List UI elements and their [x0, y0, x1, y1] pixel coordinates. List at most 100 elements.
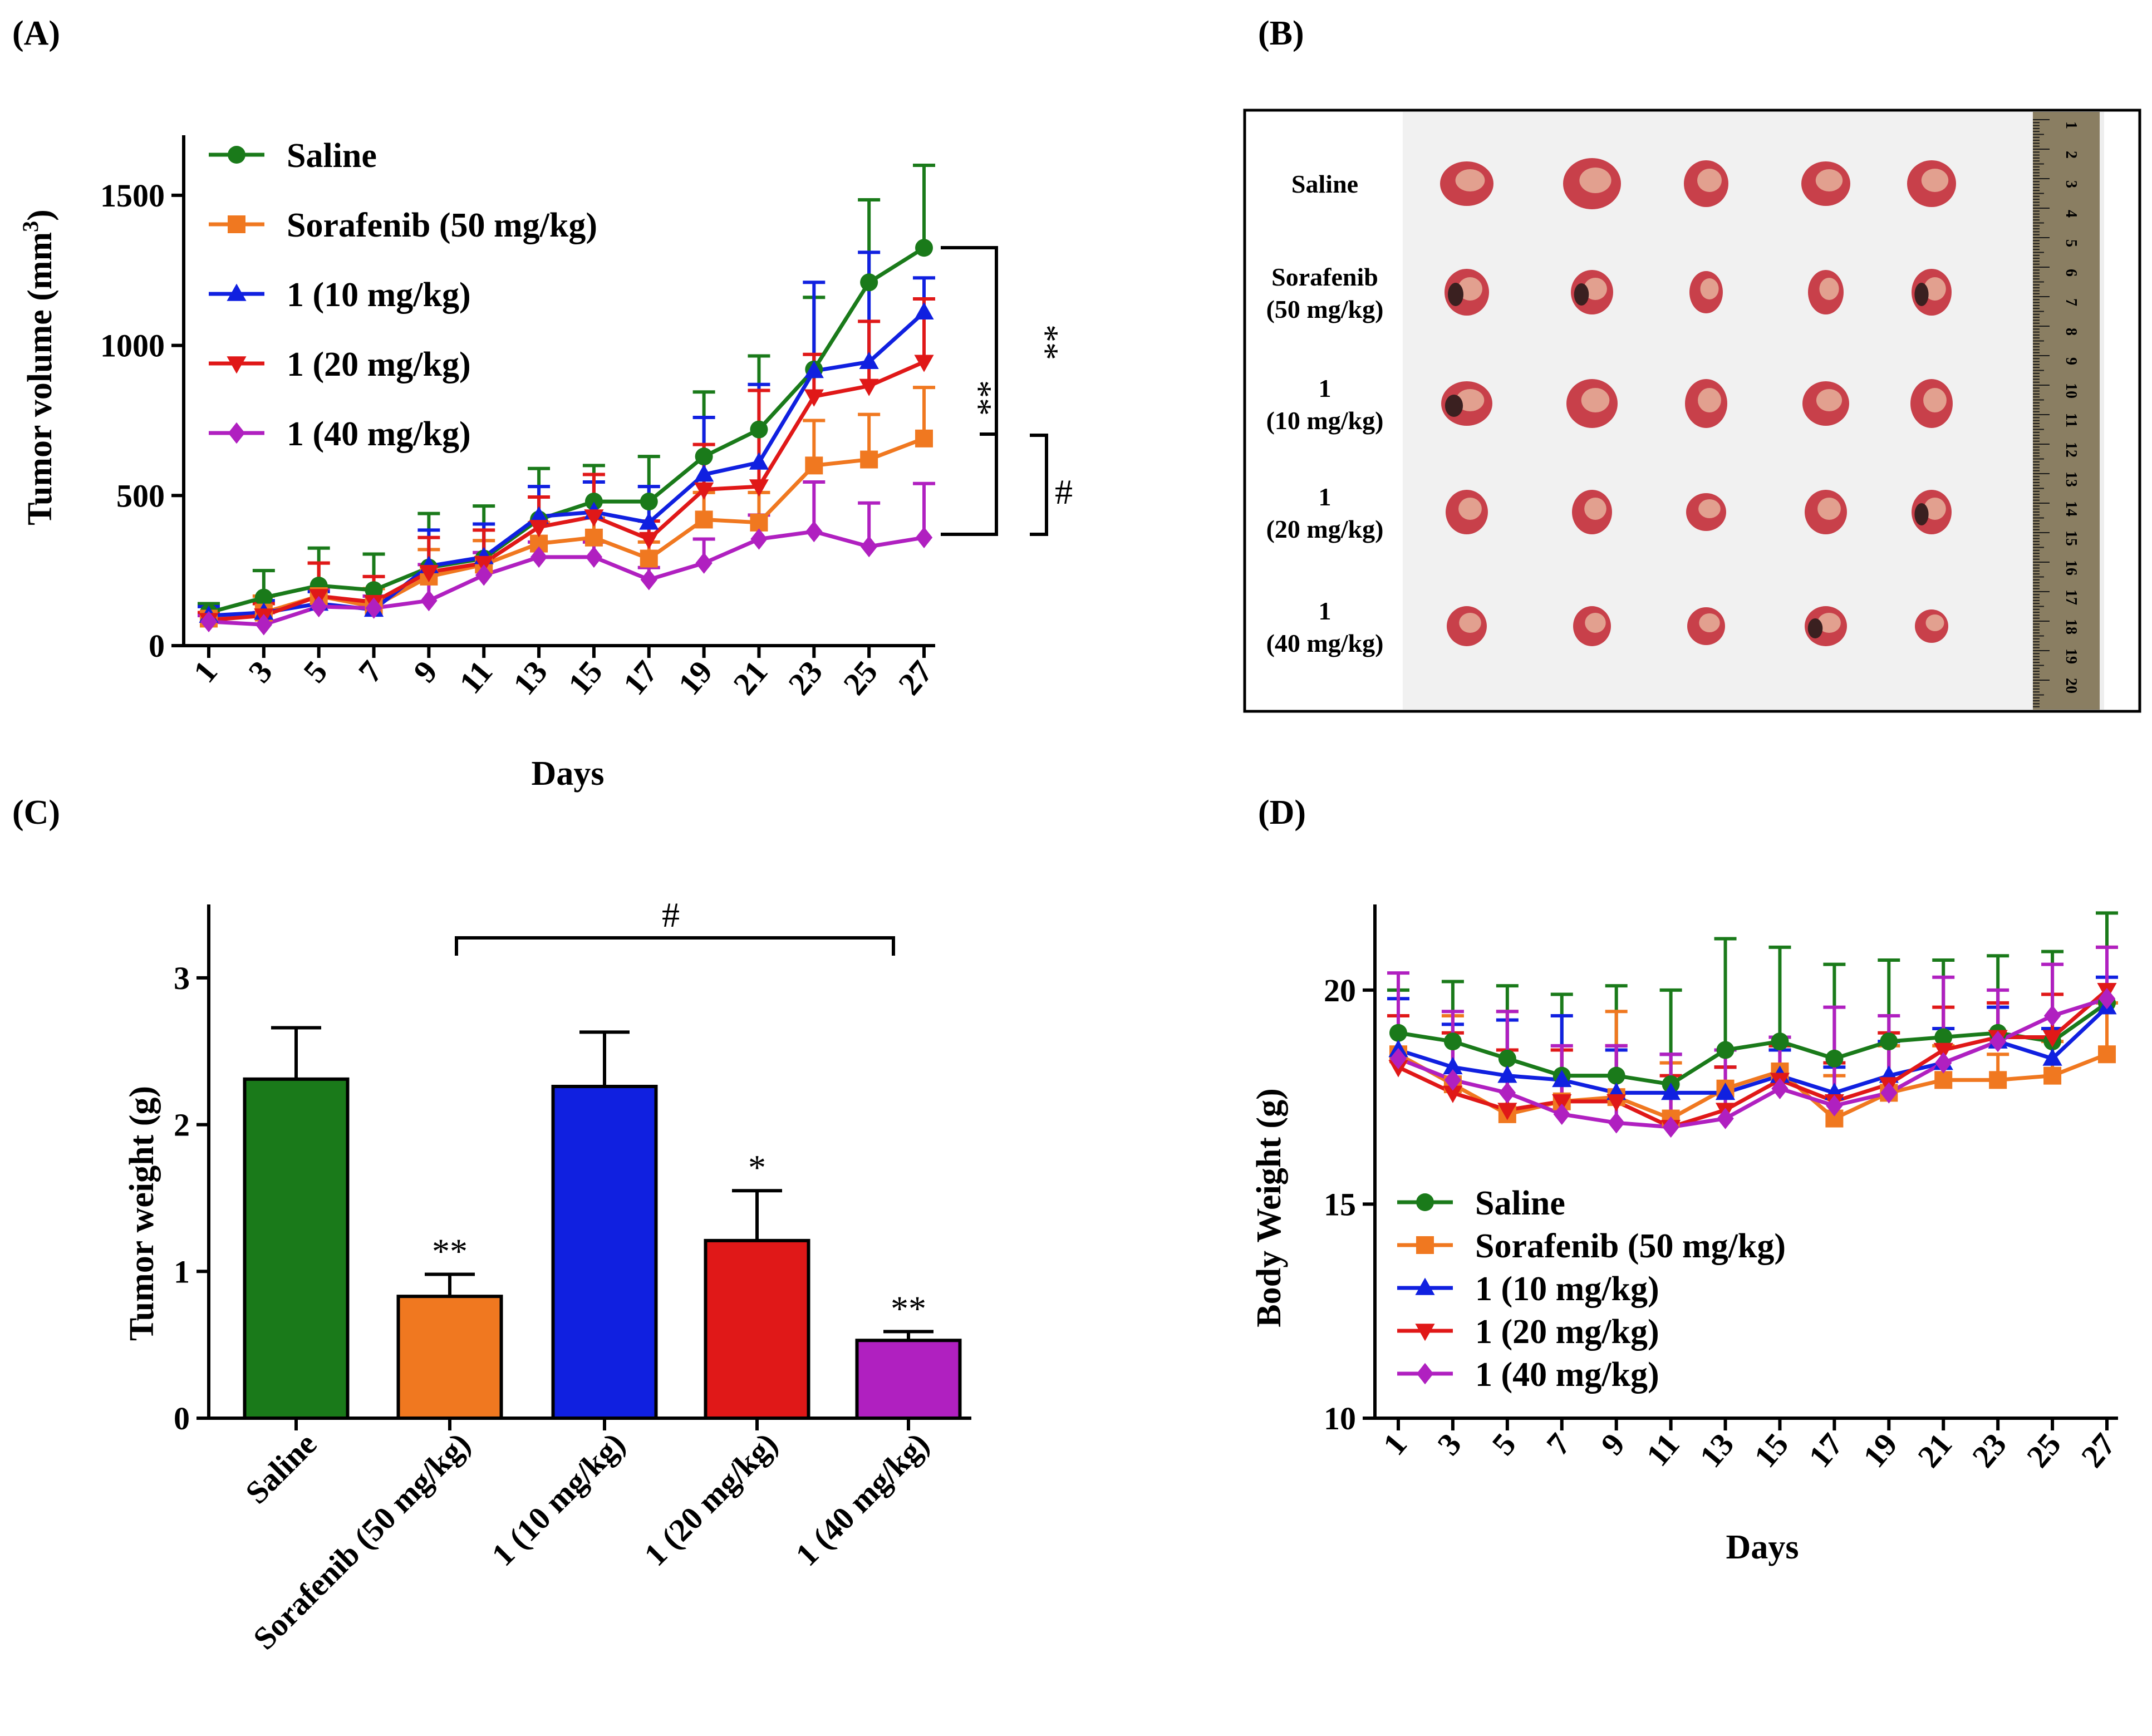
y-tick-label: 2: [174, 1107, 190, 1143]
ruler-number: 9: [2062, 357, 2080, 365]
data-point-1-40-mg-kg: [310, 596, 327, 618]
x-tick-label: 1 (10 mg/kg): [485, 1425, 632, 1573]
tumor-necrosis: [1914, 503, 1929, 525]
data-point-1-40-mg-kg: [1444, 1069, 1462, 1091]
data-point-1-40-mg-kg: [585, 546, 603, 568]
series-line-1-20-mg-kg: [208, 360, 925, 622]
legend-label-1-10-mg-kg: 1 (10 mg/kg): [287, 276, 471, 314]
row-label-line: (50 mg/kg): [1266, 295, 1384, 323]
x-tick-label: 13: [1692, 1427, 1741, 1474]
row-label-line: 1: [1319, 374, 1332, 402]
chart-a-ylabel-sup: 3: [18, 221, 43, 232]
chart-c-ylabel: Tumor weight (g): [123, 1086, 161, 1341]
ruler-number: 5: [2062, 239, 2080, 247]
ruler-number: 18: [2062, 619, 2080, 635]
data-point-1-20-mg-kg: [859, 378, 879, 396]
data-point-saline: [1716, 1041, 1735, 1059]
data-point-1-10-mg-kg: [2042, 1048, 2062, 1066]
data-point-1-40-mg-kg: [915, 527, 933, 549]
tumor-highlight: [1924, 498, 1946, 520]
tumor-highlight: [1924, 277, 1946, 301]
data-point-1-10-mg-kg: [804, 361, 824, 378]
x-tick-label: 9: [406, 654, 444, 690]
data-point-1-40-mg-kg: [805, 520, 823, 543]
chart-a-xlabel: Days: [532, 755, 605, 793]
row-label-line: (20 mg/kg): [1266, 515, 1384, 543]
data-point-1-40-mg-kg: [1717, 1108, 1734, 1129]
data-point-sorafenib-50-mg-kg: [860, 450, 878, 469]
ruler-number: 4: [2062, 210, 2080, 218]
data-point-1-40-mg-kg: [200, 611, 218, 633]
chart-d-xlabel: Days: [1726, 1528, 1799, 1566]
x-tick-label: 3: [241, 654, 279, 690]
data-point-sorafenib-50-mg-kg: [1934, 1071, 1953, 1089]
ruler-number: 3: [2062, 180, 2080, 188]
data-point-saline: [584, 493, 603, 511]
sig-label-c: #: [1055, 472, 1073, 512]
data-point-1-10-mg-kg: [694, 464, 714, 482]
row-label-line: Sorafenib: [1271, 263, 1378, 291]
tumor-highlight: [1923, 388, 1947, 412]
data-point-1-40-mg-kg: [530, 546, 548, 568]
legend-marker-saline: [1416, 1193, 1434, 1211]
ruler-number: 8: [2062, 328, 2080, 336]
data-point-1-40-mg-kg: [1553, 1103, 1570, 1125]
legend-label-1-20-mg-kg: 1 (20 mg/kg): [287, 346, 471, 383]
data-point-1-40-mg-kg: [1989, 1030, 2007, 1053]
tumor-highlight: [1817, 498, 1841, 520]
data-point-1-10-mg-kg: [529, 506, 549, 524]
ruler-number: 2: [2062, 151, 2080, 159]
x-tick-label: 1 (20 mg/kg): [637, 1425, 785, 1573]
data-point-saline: [1389, 1024, 1407, 1042]
x-tick-label: 17: [616, 654, 665, 702]
series-line-sorafenib-50-mg-kg: [1397, 1052, 2108, 1121]
row-label-line: (10 mg/kg): [1266, 406, 1384, 435]
legend-marker-1-10-mg-kg: [1415, 1277, 1435, 1295]
x-tick-label: Saline: [238, 1425, 323, 1511]
ruler-number: 20: [2062, 678, 2080, 694]
data-point-1-20-mg-kg: [1443, 1085, 1463, 1103]
chart-a-ylabel-main: Tumor volume (mm: [21, 232, 59, 525]
data-point-1-40-mg-kg: [640, 569, 657, 591]
data-point-sorafenib-50-mg-kg: [1989, 1071, 2007, 1089]
x-tick-label: 23: [1965, 1427, 2013, 1474]
data-point-sorafenib-50-mg-kg: [2043, 1066, 2062, 1085]
panel-label-a: (A): [12, 14, 60, 52]
data-point-1-20-mg-kg: [584, 509, 604, 527]
y-tick-label: 10: [1324, 1400, 1356, 1437]
legend-marker-1-40-mg-kg: [228, 422, 245, 444]
y-tick-label: 500: [116, 478, 165, 514]
x-tick-label: 5: [296, 654, 334, 690]
data-point-1-20-mg-kg: [1933, 1042, 1953, 1060]
bar-saline: [243, 1077, 350, 1420]
data-point-1-40-mg-kg: [2098, 988, 2116, 1010]
y-tick-label: 1: [174, 1253, 190, 1290]
data-point-saline: [915, 239, 933, 257]
ruler-number: 17: [2062, 589, 2080, 605]
data-point-1-20-mg-kg: [2042, 1030, 2062, 1047]
tumor-highlight: [1925, 614, 1944, 631]
ruler: [2033, 112, 2100, 710]
ruler-number: 16: [2062, 560, 2080, 576]
sig-bracket-b: [941, 431, 998, 536]
chart-d-ylabel: Body Weight (g): [1250, 1088, 1288, 1327]
ruler-number: 15: [2062, 530, 2080, 546]
legend-marker-1-20-mg-kg: [1415, 1324, 1435, 1341]
tumor-highlight: [1816, 389, 1843, 411]
legend-label-1-40-mg-kg: 1 (40 mg/kg): [1475, 1356, 1659, 1394]
data-point-saline: [1771, 1032, 1789, 1051]
data-point-saline: [860, 273, 878, 292]
x-tick-label: 15: [1747, 1427, 1795, 1474]
x-tick-label: 19: [1856, 1427, 1904, 1474]
ruler-number: 7: [2062, 298, 2080, 306]
x-tick-label: 15: [561, 654, 610, 702]
legend-label-1-40-mg-kg: 1 (40 mg/kg): [287, 415, 471, 453]
data-point-saline: [1934, 1028, 1953, 1046]
series-line-1-40-mg-kg: [1397, 996, 2108, 1129]
y-tick-label: 20: [1324, 972, 1356, 1009]
x-tick-label: 1: [186, 654, 224, 690]
legend-marker-sorafenib-50-mg-kg: [1416, 1236, 1434, 1254]
